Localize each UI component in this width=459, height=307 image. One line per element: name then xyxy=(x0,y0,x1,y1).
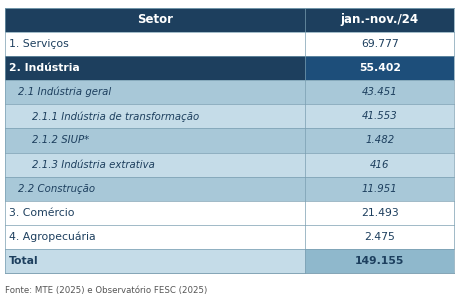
Text: Total: Total xyxy=(9,256,39,266)
Text: 2.1.2 SIUP*: 2.1.2 SIUP* xyxy=(32,135,90,146)
Bar xyxy=(305,56,454,80)
Bar xyxy=(305,177,454,201)
Text: 149.155: 149.155 xyxy=(355,256,404,266)
Text: 2.475: 2.475 xyxy=(364,232,395,242)
Text: Setor: Setor xyxy=(137,13,173,26)
Bar xyxy=(305,128,454,153)
Bar xyxy=(5,201,305,225)
Text: 69.777: 69.777 xyxy=(361,39,399,49)
Text: 416: 416 xyxy=(370,160,390,169)
Bar xyxy=(5,128,305,153)
Bar xyxy=(5,104,305,128)
Bar xyxy=(5,56,305,80)
Bar xyxy=(5,8,305,32)
Bar xyxy=(305,104,454,128)
Bar xyxy=(305,8,454,32)
Bar xyxy=(5,32,305,56)
Bar xyxy=(305,249,454,273)
Text: 21.493: 21.493 xyxy=(361,208,399,218)
Text: 4. Agropecuária: 4. Agropecuária xyxy=(9,232,96,242)
Bar xyxy=(5,177,305,201)
Bar xyxy=(305,153,454,177)
Bar xyxy=(305,225,454,249)
Bar xyxy=(5,249,305,273)
Text: 1.482: 1.482 xyxy=(365,135,394,146)
Text: 2.1.3 Indústria extrativa: 2.1.3 Indústria extrativa xyxy=(32,160,155,169)
Text: 2.1.1 Indústria de transformação: 2.1.1 Indústria de transformação xyxy=(32,111,199,122)
Text: 11.951: 11.951 xyxy=(362,184,397,194)
Bar xyxy=(305,80,454,104)
Text: 2.1 Indústria geral: 2.1 Indústria geral xyxy=(18,87,112,97)
Text: 43.451: 43.451 xyxy=(362,87,397,97)
Bar xyxy=(5,225,305,249)
Text: 3. Comércio: 3. Comércio xyxy=(9,208,75,218)
Bar xyxy=(5,80,305,104)
Text: 55.402: 55.402 xyxy=(359,63,401,73)
Bar xyxy=(305,201,454,225)
Text: 2. Indústria: 2. Indústria xyxy=(9,63,80,73)
Bar xyxy=(5,153,305,177)
Text: 41.553: 41.553 xyxy=(362,111,397,121)
Text: 2.2 Construção: 2.2 Construção xyxy=(18,184,95,194)
Bar xyxy=(305,32,454,56)
Text: Fonte: MTE (2025) e Observatório FESC (2025): Fonte: MTE (2025) e Observatório FESC (2… xyxy=(5,286,207,295)
Text: 1. Serviços: 1. Serviços xyxy=(9,39,69,49)
Text: jan.-nov./24: jan.-nov./24 xyxy=(341,13,419,26)
